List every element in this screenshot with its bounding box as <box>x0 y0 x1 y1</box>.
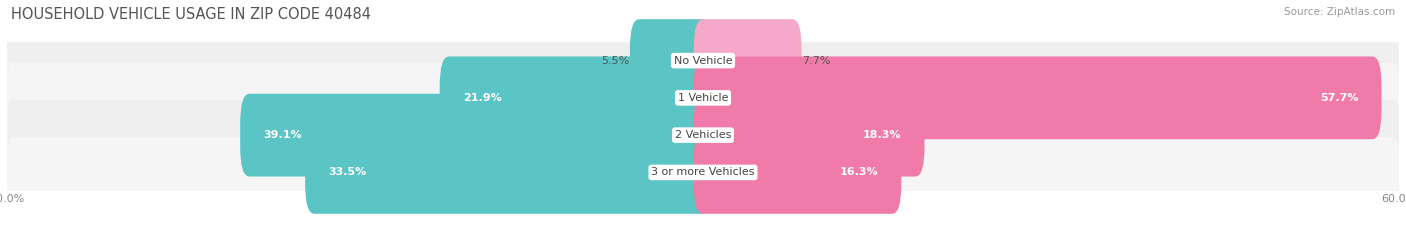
FancyBboxPatch shape <box>305 131 713 214</box>
FancyBboxPatch shape <box>240 94 713 177</box>
Text: 5.5%: 5.5% <box>602 56 630 65</box>
FancyBboxPatch shape <box>440 56 713 139</box>
FancyBboxPatch shape <box>7 137 1399 208</box>
Text: 7.7%: 7.7% <box>801 56 830 65</box>
Text: 2 Vehicles: 2 Vehicles <box>675 130 731 140</box>
Text: No Vehicle: No Vehicle <box>673 56 733 65</box>
FancyBboxPatch shape <box>7 100 1399 171</box>
Text: 3 or more Vehicles: 3 or more Vehicles <box>651 168 755 177</box>
FancyBboxPatch shape <box>7 62 1399 133</box>
Text: 39.1%: 39.1% <box>263 130 302 140</box>
FancyBboxPatch shape <box>693 94 925 177</box>
FancyBboxPatch shape <box>630 19 713 102</box>
FancyBboxPatch shape <box>7 25 1399 96</box>
Text: 21.9%: 21.9% <box>463 93 502 103</box>
FancyBboxPatch shape <box>693 131 901 214</box>
FancyBboxPatch shape <box>693 56 1382 139</box>
Text: 57.7%: 57.7% <box>1320 93 1358 103</box>
Text: HOUSEHOLD VEHICLE USAGE IN ZIP CODE 40484: HOUSEHOLD VEHICLE USAGE IN ZIP CODE 4048… <box>11 7 371 22</box>
Text: 33.5%: 33.5% <box>329 168 367 177</box>
Text: 1 Vehicle: 1 Vehicle <box>678 93 728 103</box>
Text: Source: ZipAtlas.com: Source: ZipAtlas.com <box>1284 7 1395 17</box>
FancyBboxPatch shape <box>693 19 801 102</box>
Text: 18.3%: 18.3% <box>863 130 901 140</box>
Text: 16.3%: 16.3% <box>839 168 879 177</box>
